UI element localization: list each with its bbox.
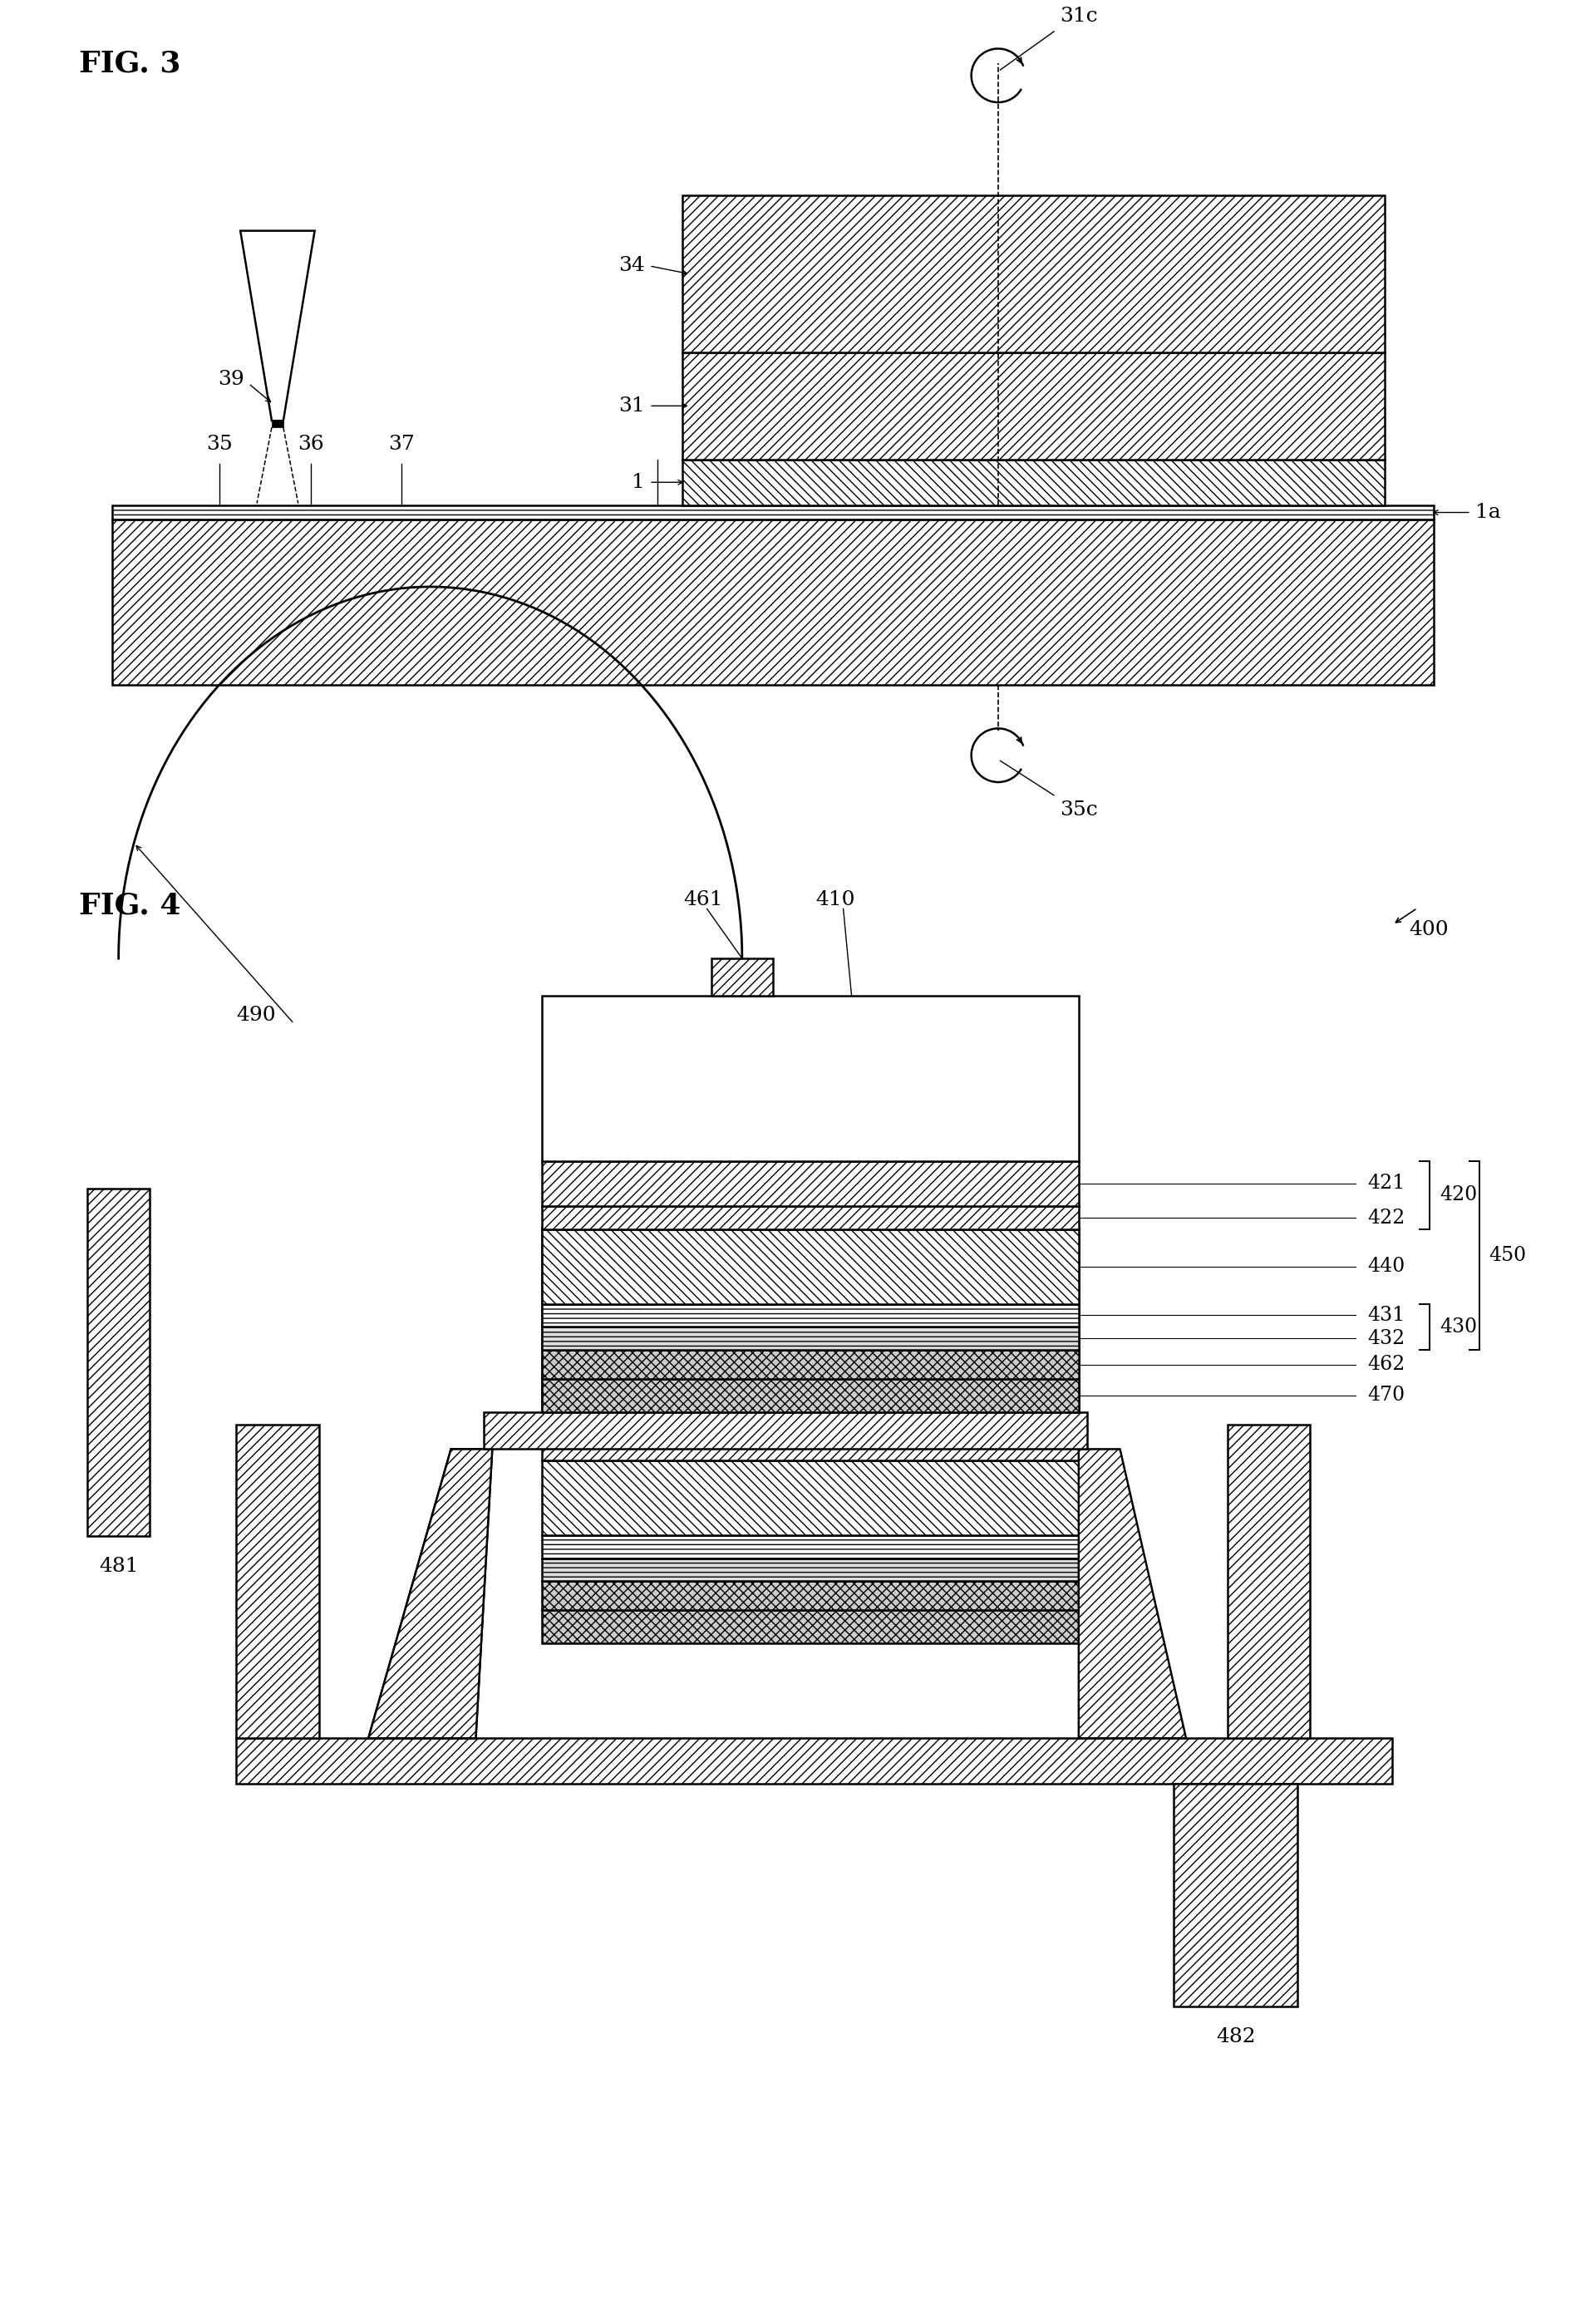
Bar bbox=[87, 1190, 149, 1536]
Polygon shape bbox=[241, 230, 314, 421]
Bar bbox=[542, 1536, 1078, 1557]
Bar bbox=[710, 957, 772, 995]
Text: 34: 34 bbox=[618, 256, 645, 277]
Bar bbox=[710, 1190, 772, 1227]
Bar bbox=[236, 1425, 319, 1738]
Text: 450: 450 bbox=[1488, 1246, 1526, 1264]
Text: FIG. 3: FIG. 3 bbox=[79, 49, 181, 77]
Text: 421: 421 bbox=[1368, 1174, 1404, 1192]
Text: FIG. 4: FIG. 4 bbox=[79, 892, 181, 920]
Bar bbox=[542, 1557, 1078, 1580]
Bar bbox=[113, 504, 1433, 521]
Bar bbox=[542, 1206, 1078, 1229]
Text: 430: 430 bbox=[1439, 1318, 1476, 1336]
Text: 420: 420 bbox=[1439, 1185, 1477, 1204]
Bar bbox=[542, 1304, 1078, 1327]
Bar bbox=[542, 1162, 1078, 1206]
Text: 432: 432 bbox=[1368, 1329, 1404, 1348]
Bar bbox=[542, 1350, 1078, 1378]
Text: 39: 39 bbox=[219, 370, 244, 388]
Bar bbox=[682, 460, 1384, 504]
Text: 481: 481 bbox=[98, 1557, 138, 1576]
Text: 35: 35 bbox=[206, 435, 233, 453]
Text: 1a: 1a bbox=[1474, 502, 1499, 523]
Text: 400: 400 bbox=[1409, 920, 1449, 939]
Bar bbox=[483, 1413, 1086, 1450]
Bar bbox=[542, 1229, 1078, 1304]
Bar bbox=[542, 1378, 1078, 1413]
Bar bbox=[542, 1611, 1078, 1643]
Bar bbox=[113, 521, 1433, 686]
Text: 461: 461 bbox=[683, 890, 723, 909]
Bar bbox=[1227, 1425, 1309, 1738]
Text: 470: 470 bbox=[1368, 1385, 1404, 1406]
Text: 431: 431 bbox=[1368, 1306, 1404, 1325]
Bar bbox=[542, 1462, 1078, 1536]
Bar bbox=[542, 1327, 1078, 1350]
Text: 36: 36 bbox=[298, 435, 323, 453]
Text: 37: 37 bbox=[388, 435, 414, 453]
Text: 462: 462 bbox=[1368, 1355, 1404, 1373]
Bar bbox=[542, 1392, 1078, 1439]
Bar bbox=[542, 1227, 1078, 1392]
Text: 490: 490 bbox=[236, 1006, 276, 1025]
Text: 482: 482 bbox=[1216, 2027, 1255, 2047]
Bar bbox=[542, 1580, 1078, 1611]
Text: 1: 1 bbox=[632, 472, 645, 493]
Text: 422: 422 bbox=[1368, 1208, 1404, 1227]
Text: 410: 410 bbox=[815, 890, 854, 909]
Text: 35c: 35c bbox=[1059, 802, 1097, 820]
Bar bbox=[271, 421, 284, 428]
Polygon shape bbox=[1078, 1450, 1186, 1738]
Bar bbox=[1173, 1783, 1297, 2006]
Bar bbox=[682, 195, 1384, 353]
Polygon shape bbox=[368, 1450, 491, 1738]
Polygon shape bbox=[368, 1450, 491, 1738]
Bar bbox=[542, 1439, 1078, 1462]
Bar bbox=[682, 353, 1384, 460]
Text: 31: 31 bbox=[618, 397, 645, 416]
Bar bbox=[542, 995, 1078, 1162]
Text: 31c: 31c bbox=[1059, 7, 1097, 26]
Text: 440: 440 bbox=[1368, 1257, 1404, 1276]
Bar bbox=[236, 1738, 1392, 1783]
